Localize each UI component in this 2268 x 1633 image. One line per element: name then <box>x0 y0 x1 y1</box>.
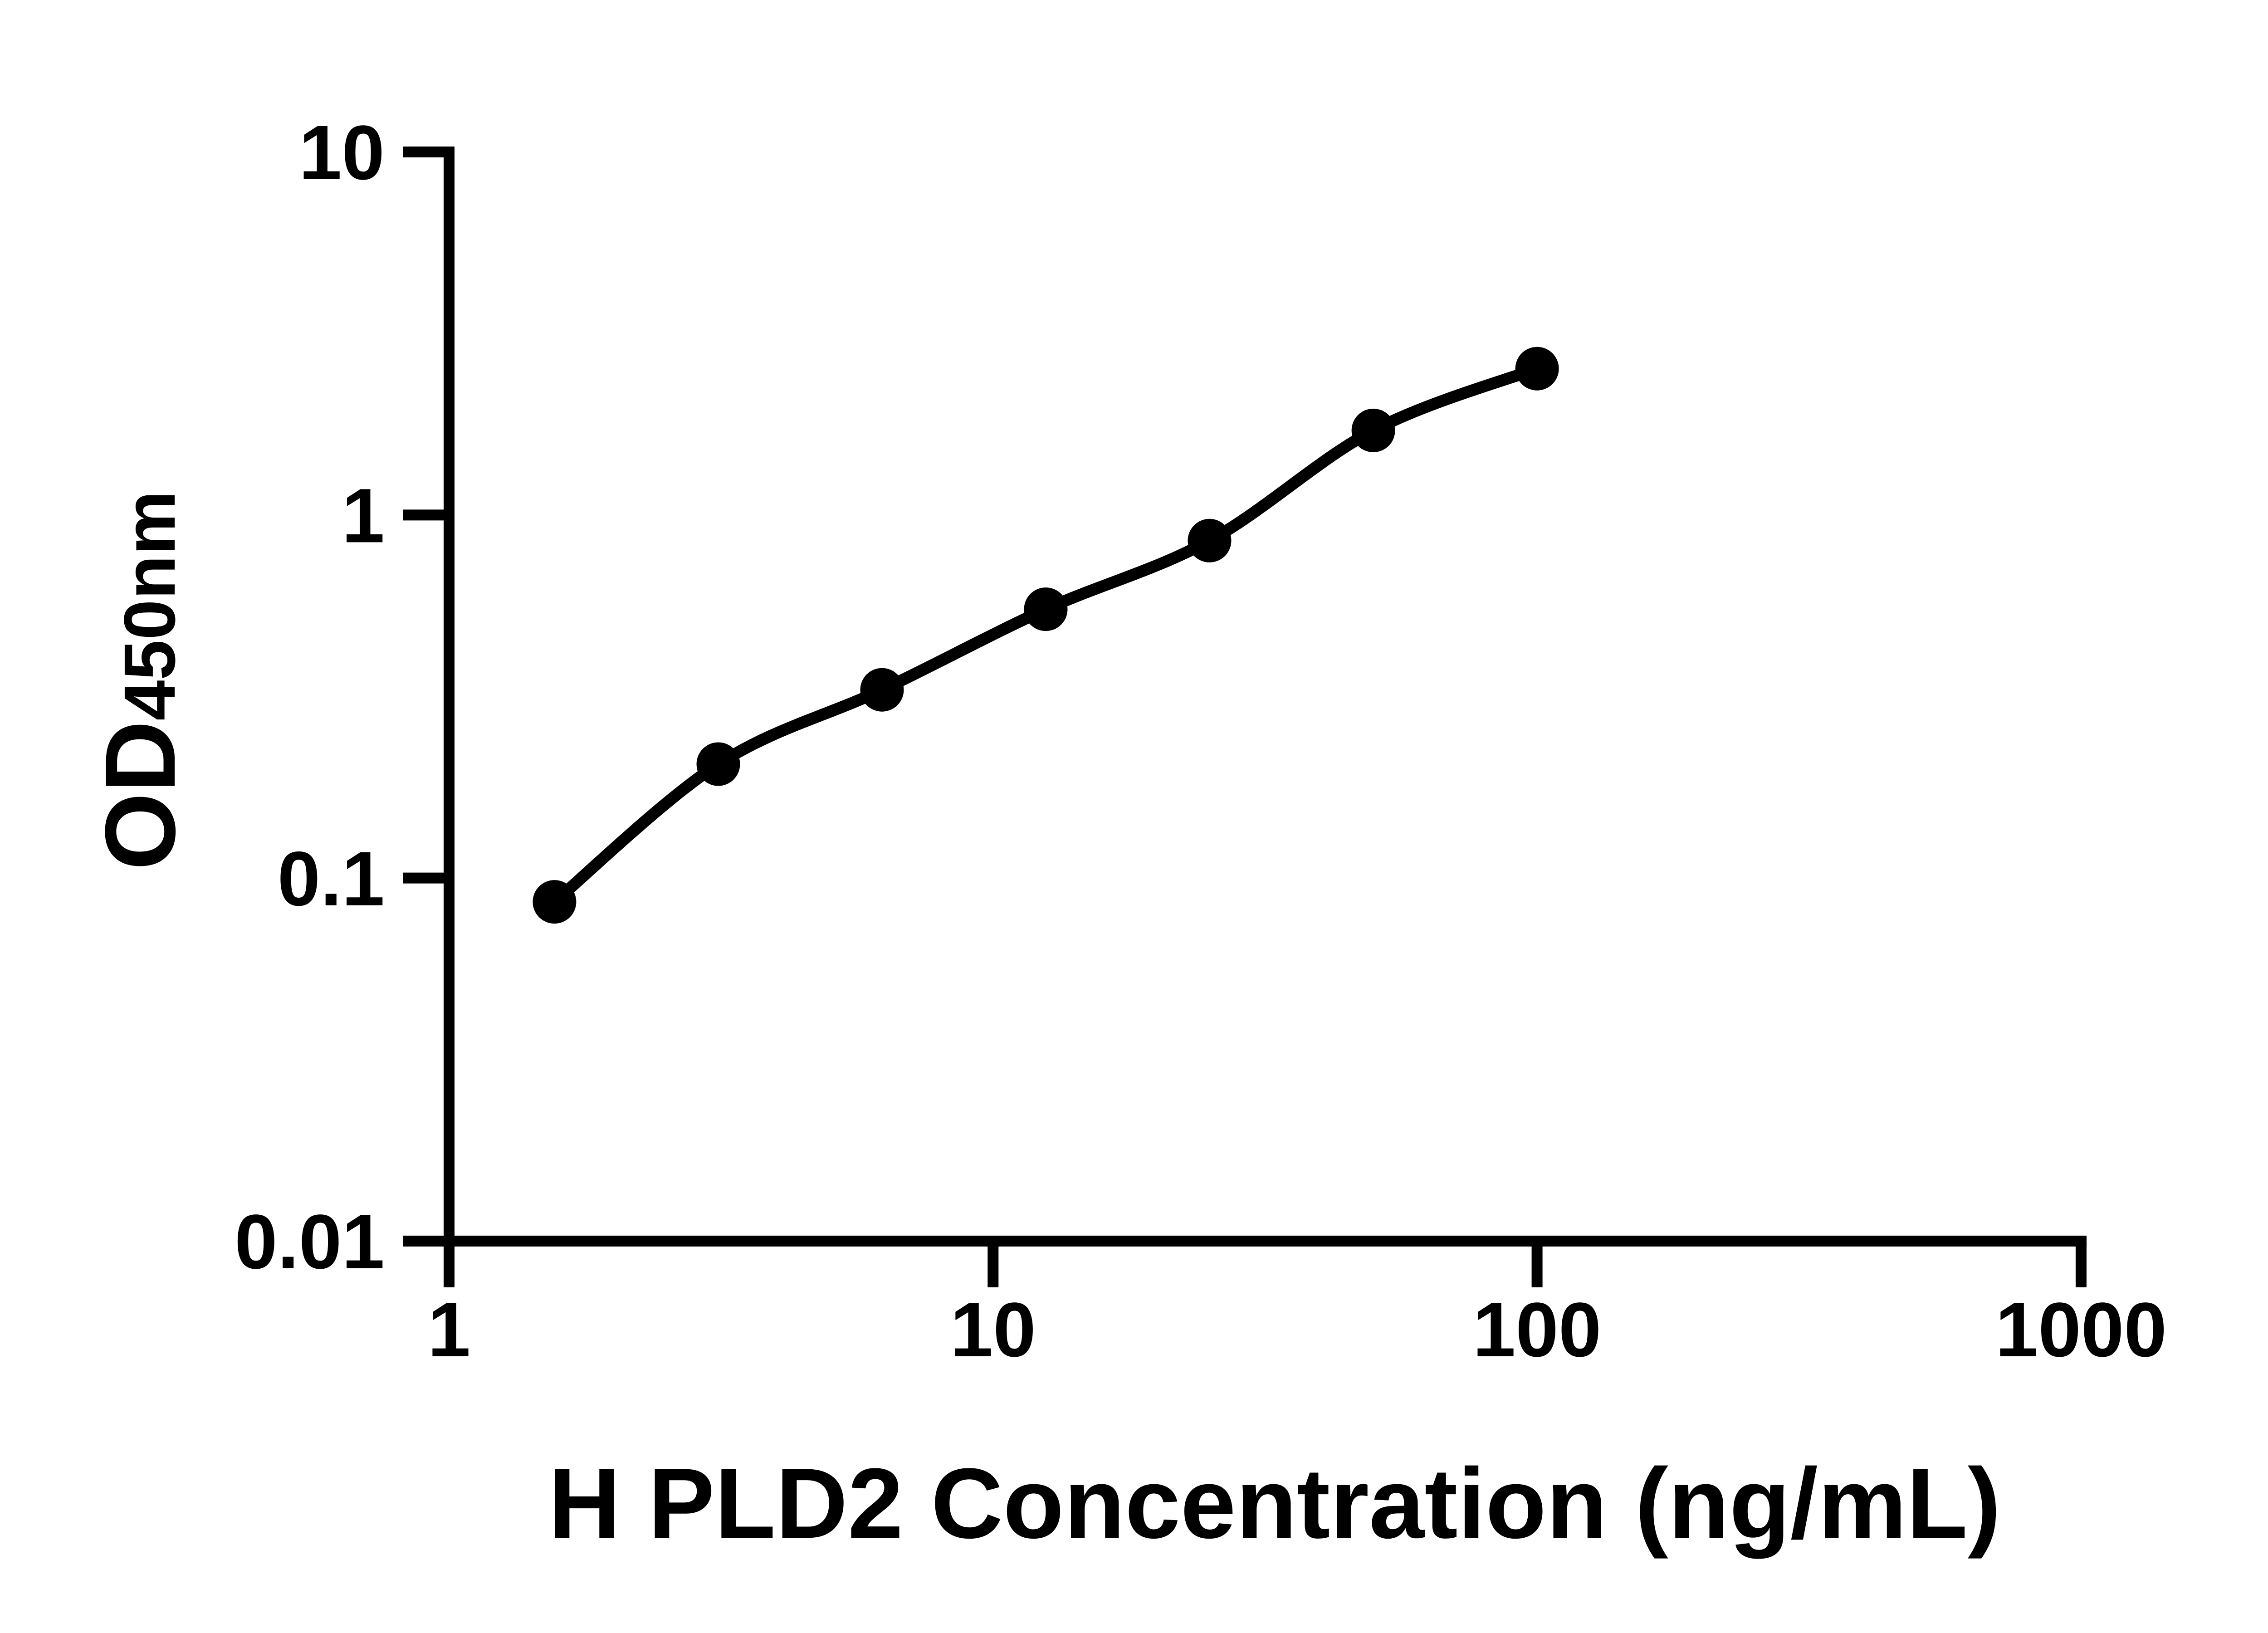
y-axis-title-sub: 450nm <box>109 491 190 721</box>
y-axis-title: OD450nm <box>84 491 196 870</box>
data-point <box>1351 408 1395 452</box>
trend-curve <box>548 362 1543 908</box>
x-tick-label: 1000 <box>1995 1287 2167 1373</box>
y-tick-label: 10 <box>299 110 385 196</box>
data-points <box>533 347 1559 924</box>
data-point <box>1188 518 1232 562</box>
data-point <box>860 668 904 712</box>
x-tick-label: 100 <box>1473 1287 1602 1373</box>
x-axis-title: H PLD2 Concentration (ng/mL) <box>548 1447 2001 1559</box>
data-point <box>696 742 740 786</box>
data-point <box>533 880 577 924</box>
tick-labels: 1 10 100 1000 0.01 0.1 1 10 <box>235 110 2167 1373</box>
axis-ticks <box>403 147 2087 1287</box>
x-tick-label: 1 <box>428 1287 471 1373</box>
x-tick-label: 10 <box>950 1287 1036 1373</box>
y-tick-label: 0.1 <box>278 836 385 922</box>
data-point <box>1024 587 1068 631</box>
y-tick-label: 0.01 <box>235 1199 385 1285</box>
y-tick-label: 1 <box>342 473 385 559</box>
data-point <box>1515 347 1559 391</box>
y-axis-title-main: OD <box>84 720 196 870</box>
axes <box>444 147 2087 1247</box>
